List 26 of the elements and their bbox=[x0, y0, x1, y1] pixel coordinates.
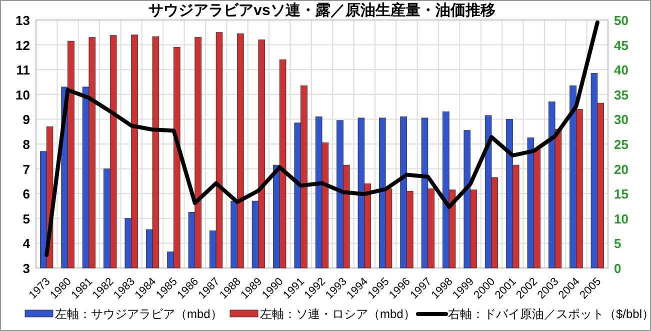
chart-title: サウジアラビアvsソ連・露／原油生産量・油価推移 bbox=[148, 1, 496, 19]
y2-tick-label: 20 bbox=[614, 162, 628, 177]
y2-tick-label: 50 bbox=[614, 13, 628, 28]
y2-tick-label: 15 bbox=[614, 186, 628, 202]
y2-tick-label: 45 bbox=[614, 38, 628, 53]
y-tick-label: 13 bbox=[16, 13, 30, 28]
y2-tick-label: 30 bbox=[614, 112, 628, 128]
y-tick-label: 5 bbox=[22, 211, 30, 226]
y2-tick-label: 0 bbox=[614, 261, 622, 276]
legend-label: 左軸：サウジアラビア（mbd） bbox=[55, 307, 222, 321]
y-tick-label: 7 bbox=[22, 162, 30, 177]
y-tick-label: 4 bbox=[22, 236, 31, 252]
y-tick-label: 9 bbox=[22, 112, 30, 128]
y2-tick-label: 35 bbox=[614, 87, 628, 102]
y-tick-label: 10 bbox=[16, 87, 30, 102]
y2-tick-label: 10 bbox=[614, 211, 628, 226]
legend-label: 右軸：ドバイ原油／スポット（$/bbl） bbox=[448, 307, 651, 321]
y-tick-label: 11 bbox=[16, 62, 30, 78]
y-tick-label: 12 bbox=[16, 38, 30, 53]
y2-tick-label: 5 bbox=[614, 236, 622, 252]
y2-tick-label: 25 bbox=[614, 137, 628, 152]
y-tick-label: 6 bbox=[22, 186, 30, 202]
legend-label: 左軸：ソ連・ロシア（mbd） bbox=[260, 307, 416, 321]
y-tick-label: 8 bbox=[22, 137, 30, 152]
y2-tick-label: 40 bbox=[614, 62, 628, 78]
y-tick-label: 3 bbox=[22, 261, 30, 276]
